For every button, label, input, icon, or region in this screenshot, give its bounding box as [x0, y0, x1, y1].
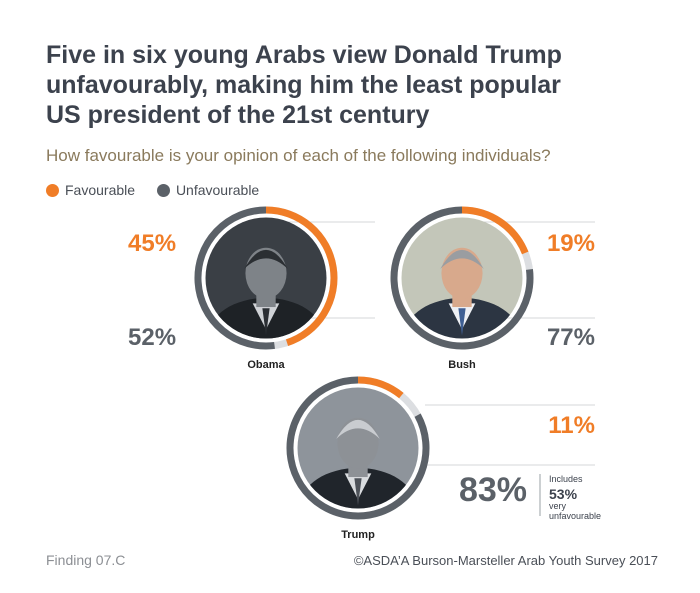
trump-unfavourable-arc — [286, 376, 430, 520]
chart-subtitle: How favourable is your opinion of each o… — [46, 146, 551, 165]
title-line-1: Five in six young Arabs view Donald Trum… — [46, 41, 562, 69]
finding-label: Finding 07.C — [46, 552, 126, 568]
source-credit: ©ASDA’A Burson-Marsteller Arab Youth Sur… — [353, 553, 658, 568]
trump-name-label: Trump — [341, 529, 375, 541]
obama-favourable-arc — [265, 206, 338, 346]
bush-unfavourable-arc — [390, 206, 534, 350]
trump-favourable-label: 11% — [548, 412, 595, 439]
trump-portrait — [297, 387, 419, 509]
title-line-2: unfavourably, making him the least popul… — [46, 71, 561, 99]
obama-unfavourable-label: 52% — [128, 324, 176, 351]
trump-note-line1: Includes — [549, 474, 583, 484]
trump-favourable-arc — [357, 376, 404, 399]
legend-swatch-favourable — [46, 183, 59, 197]
trump-unfavourable-label: 83% — [459, 471, 527, 509]
obama-favourable-label: 45% — [128, 230, 176, 257]
title-line-3: US president of the 21st century — [46, 101, 430, 129]
legend-label-favourable: Favourable — [65, 182, 136, 198]
page-title: Five in six young Arabs view Donald Trum… — [46, 40, 666, 130]
legend-label-unfavourable: Unfavourable — [175, 182, 260, 198]
bush-portrait — [401, 217, 523, 339]
legend-item-favourable: Favourable — [46, 182, 135, 198]
obama-name-label: Obama — [247, 359, 285, 371]
bush-favourable-arc — [461, 206, 529, 255]
trump-note-line3: unfavourable — [549, 511, 601, 521]
obama-portrait — [205, 217, 327, 339]
bush-favourable-label: 19% — [547, 230, 595, 257]
obama-unfavourable-arc — [194, 206, 275, 350]
chart-legend: Favourable Unfavourable — [46, 182, 277, 200]
legend-swatch-unfavourable — [156, 183, 170, 197]
bush-name-label: Bush — [448, 359, 476, 371]
trump-note-value: 53% — [549, 486, 578, 502]
legend-item-unfavourable: Unfavourable — [156, 182, 260, 198]
trump-note-line2: very — [549, 501, 567, 511]
bush-unfavourable-label: 77% — [547, 324, 595, 351]
